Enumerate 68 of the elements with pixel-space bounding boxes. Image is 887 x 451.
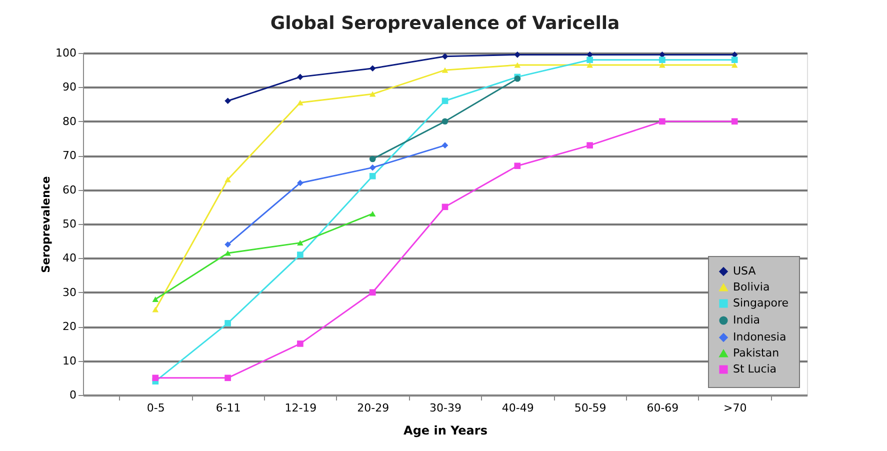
point (152, 306, 159, 312)
point (224, 320, 231, 326)
point (442, 98, 448, 104)
y-tick-label: 90 (62, 80, 76, 94)
chart-title: Global Seroprevalence of Varicella (270, 13, 620, 34)
point (514, 162, 521, 170)
x-tick-label: 20-29 (357, 402, 390, 414)
point (369, 172, 376, 180)
point (152, 296, 159, 302)
x-tick-label: 12-19 (284, 402, 317, 414)
point (369, 211, 376, 216)
point (224, 250, 231, 256)
y-tick-label: 30 (62, 286, 76, 299)
point (369, 289, 376, 296)
point (224, 176, 231, 182)
y-axis-title: Seroprevalence (40, 176, 53, 273)
point (297, 74, 304, 80)
legend-label: USA (733, 264, 756, 278)
x-axis-title: Age in Years (404, 424, 488, 438)
x-tick-label: >70 (723, 402, 747, 414)
y-tick-label: 50 (62, 218, 76, 230)
point (442, 142, 448, 148)
x-tick-label: 50-59 (574, 402, 606, 414)
point (731, 56, 738, 64)
point (297, 180, 304, 186)
y-tick-label: 10 (62, 354, 76, 368)
point (514, 62, 521, 68)
legend-label: St Lucia (733, 362, 777, 376)
point (369, 156, 376, 162)
point (224, 374, 231, 382)
point (297, 240, 304, 246)
y-tick-label: 80 (62, 114, 76, 128)
point (731, 62, 738, 68)
legend-label: India (733, 314, 760, 326)
y-tick-label: 40 (62, 252, 76, 265)
legend-label: Indonesia (733, 330, 786, 344)
point (586, 56, 593, 64)
legend-label: Pakistan (733, 346, 780, 360)
point (224, 98, 231, 104)
point (152, 374, 159, 382)
x-tick-label: 40-49 (502, 402, 534, 414)
y-tick-label: 20 (62, 320, 76, 334)
point (442, 204, 448, 210)
point (586, 142, 593, 149)
y-tick-label: 60 (62, 183, 76, 196)
point (442, 118, 448, 125)
point (514, 52, 521, 58)
x-tick-label: 0-5 (146, 402, 165, 414)
point (659, 118, 666, 125)
y-tick-label: 0 (70, 388, 76, 402)
point (297, 100, 304, 106)
point (369, 91, 376, 97)
point (369, 65, 376, 72)
x-tick-label: 6-11 (216, 402, 241, 414)
x-tick-label: 60-69 (646, 402, 679, 414)
y-tick-label: 70 (62, 149, 76, 162)
y-tick-label: 100 (56, 46, 76, 60)
point (659, 56, 666, 64)
legend-label: Bolivia (733, 280, 770, 294)
point (297, 340, 304, 347)
point (224, 241, 231, 248)
point (297, 252, 304, 258)
point (442, 67, 448, 73)
point (731, 118, 738, 125)
legend-label: Singapore (733, 296, 789, 310)
point (442, 53, 448, 60)
point (369, 164, 376, 171)
x-tick-label: 30-39 (430, 402, 462, 414)
